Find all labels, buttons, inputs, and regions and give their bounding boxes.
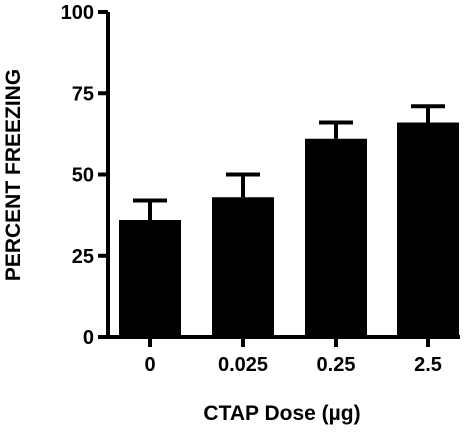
x-tick-label: 2.5 bbox=[414, 354, 442, 376]
y-axis: 0 25 50 75 100 bbox=[61, 2, 110, 349]
y-tick-label: 0 bbox=[83, 327, 94, 349]
x-tick-label: 0.25 bbox=[317, 354, 356, 376]
bar bbox=[119, 220, 181, 337]
bar bbox=[397, 122, 459, 337]
x-axis-label: CTAP Dose (µg) bbox=[203, 402, 360, 425]
bar bbox=[305, 138, 367, 337]
bars bbox=[119, 122, 459, 337]
y-tick-label: 100 bbox=[61, 2, 94, 24]
x-tick-label: 0 bbox=[144, 354, 155, 376]
x-axis: 0 0.025 0.25 2.5 bbox=[106, 335, 460, 376]
x-tick-label: 0.025 bbox=[218, 354, 268, 376]
error-bars bbox=[133, 104, 445, 220]
y-axis-label: PERCENT FREEZING bbox=[2, 69, 25, 281]
y-tick-label: 50 bbox=[72, 165, 94, 187]
y-tick-label: 75 bbox=[72, 83, 94, 105]
y-tick-label: 25 bbox=[72, 246, 94, 268]
bar bbox=[212, 197, 274, 337]
